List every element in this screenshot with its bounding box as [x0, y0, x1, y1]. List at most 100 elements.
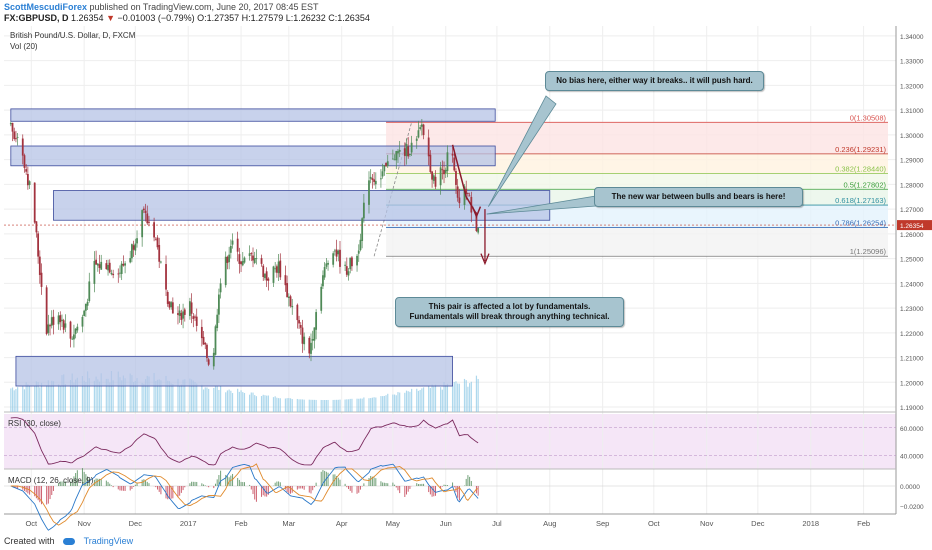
volume-bar	[344, 399, 346, 412]
candle-body	[417, 130, 420, 138]
supply-demand-zone	[10, 108, 496, 122]
candle-body	[393, 159, 396, 161]
volume-bar	[368, 398, 370, 412]
macd-histogram-bar	[52, 486, 54, 491]
volume-bar	[170, 383, 172, 412]
volume-bar	[71, 373, 73, 412]
macd-histogram-bar	[467, 475, 469, 486]
volume-bar	[429, 388, 431, 412]
macd-histogram-bar	[192, 481, 194, 486]
volume-bar	[320, 399, 322, 412]
volume-bar	[300, 399, 302, 412]
macd-histogram-bar	[458, 486, 460, 501]
volume-bar	[141, 382, 143, 412]
candle-body	[131, 244, 133, 259]
candle-body	[361, 218, 364, 241]
y-tick-label: 1.19000	[900, 405, 924, 412]
macd-histogram-bar	[189, 483, 191, 486]
volume-bar	[73, 382, 75, 412]
macd-histogram-bar	[417, 484, 419, 486]
candle-body	[83, 310, 86, 317]
macd-histogram-bar	[100, 479, 102, 486]
macd-histogram-bar	[204, 485, 206, 486]
macd-histogram-bar	[368, 478, 370, 486]
fib-level-label: 0.236(1.29231)	[835, 145, 886, 154]
price-chart[interactable]: Oct Nov Dec 2017 Feb Mar Apr May Jun Jul Aug Sep Oct…	[0, 24, 932, 534]
macd-histogram-bar	[440, 486, 442, 489]
volume-bar	[407, 391, 409, 412]
macd-histogram-bar	[262, 486, 264, 496]
volume-bar	[387, 393, 389, 412]
macd-histogram-bar	[276, 481, 278, 486]
volume-bar	[75, 379, 77, 412]
volume-bar	[255, 396, 258, 412]
candle-body	[359, 239, 362, 251]
volume-bar	[206, 387, 208, 412]
tradingview-brand[interactable]: TradingView	[83, 536, 134, 546]
author-name[interactable]: ScottMescudiForex	[4, 2, 88, 12]
x-tick-label: Jul	[492, 519, 502, 528]
macd-histogram-bar	[416, 483, 418, 486]
candle-body	[320, 286, 323, 311]
volume-bar	[428, 386, 430, 412]
candle-body	[47, 324, 50, 333]
candle-body	[74, 328, 77, 334]
macd-histogram-bar	[254, 486, 256, 500]
macd-histogram-bar	[359, 486, 361, 490]
price-change: −0.01003 (−0.79%)	[117, 13, 195, 23]
macd-histogram-bar	[428, 486, 430, 493]
candle-body	[253, 258, 256, 263]
macd-line	[10, 463, 479, 531]
candle-body	[446, 152, 449, 172]
volume-bar	[83, 380, 85, 412]
candle-body	[274, 268, 277, 270]
chart-area[interactable]: Oct Nov Dec 2017 Feb Mar Apr May Jun Jul Aug Sep Oct…	[0, 24, 932, 534]
x-tick-label: 2018	[802, 519, 819, 528]
candle-body	[26, 174, 29, 186]
macd-histogram-bar	[105, 480, 107, 486]
candle-body	[204, 343, 207, 345]
candle-body	[337, 250, 340, 255]
macd-histogram-bar	[387, 483, 389, 486]
high-value: H:1.27579	[241, 13, 284, 23]
candle-body	[264, 273, 266, 279]
volume-bar	[122, 375, 124, 412]
volume-bar	[433, 386, 435, 412]
candle-body	[206, 344, 208, 359]
y-tick-label: 1.27000	[900, 207, 924, 214]
volume-bar	[370, 398, 372, 412]
volume-bar	[196, 383, 198, 412]
volume-bar	[182, 379, 184, 412]
low-value: L:1.26232	[285, 13, 326, 23]
close-value: C:1.26354	[328, 13, 370, 23]
volume-bar	[156, 379, 159, 412]
volume-bar	[455, 381, 457, 412]
macd-histogram-bar	[177, 486, 179, 498]
macd-panel-bg	[4, 471, 896, 514]
macd-histogram-bar	[303, 486, 305, 490]
macd-histogram-bar	[51, 486, 53, 496]
candle-body	[219, 283, 222, 293]
candle-body	[252, 255, 254, 261]
volume-bar	[168, 381, 171, 412]
candle-body	[313, 327, 316, 341]
volume-bar	[392, 394, 394, 412]
candle-body	[35, 221, 38, 233]
y-tick-label: 1.28000	[900, 182, 924, 189]
volume-bar	[214, 386, 217, 412]
macd-histogram-bar	[203, 484, 205, 486]
candle-body	[132, 245, 135, 250]
y-tick-label: 1.29000	[900, 158, 924, 165]
candle-body	[455, 170, 457, 185]
candle-body	[260, 258, 263, 264]
macd-histogram-bar	[218, 475, 220, 486]
fib-trend-line	[373, 122, 413, 257]
candle-body	[88, 281, 91, 301]
candle-body	[301, 327, 304, 344]
macd-histogram-bar	[397, 486, 399, 491]
macd-histogram-bar	[336, 476, 338, 486]
candle-body	[298, 320, 300, 324]
candle-body	[23, 155, 26, 168]
candle-body	[69, 321, 72, 339]
macd-histogram-bar	[184, 486, 186, 488]
